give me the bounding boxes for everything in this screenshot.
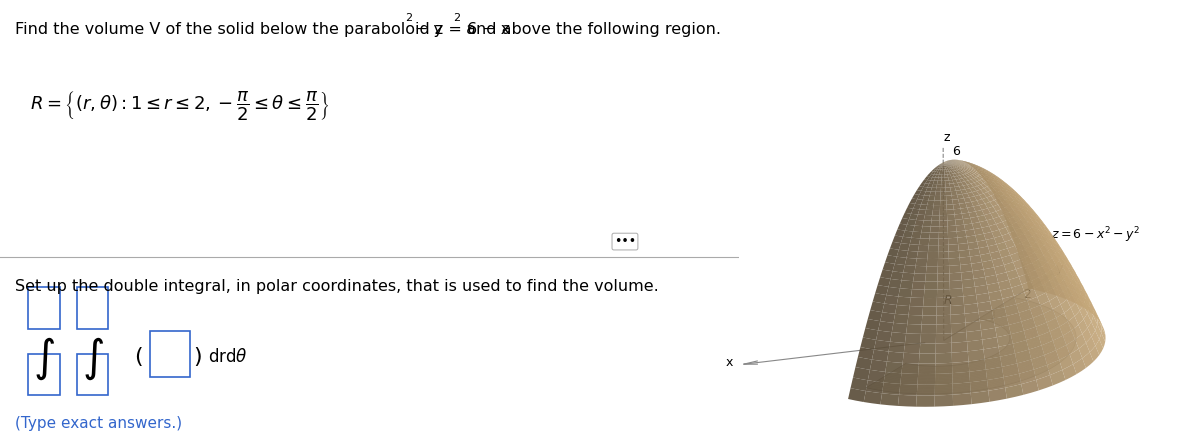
Text: − y: − y (415, 22, 443, 37)
Text: (Type exact answers.): (Type exact answers.) (14, 416, 182, 431)
FancyBboxPatch shape (77, 354, 108, 395)
FancyBboxPatch shape (29, 287, 60, 329)
Text: $\mathrm{drd}\theta$: $\mathrm{drd}\theta$ (209, 348, 248, 365)
Text: and above the following region.: and above the following region. (461, 22, 721, 37)
Text: Set up the double integral, in polar coordinates, that is used to find the volum: Set up the double integral, in polar coo… (14, 279, 659, 294)
Text: $\int$: $\int$ (82, 336, 104, 382)
Text: 2: 2 (454, 13, 461, 23)
FancyBboxPatch shape (77, 287, 108, 329)
Text: $R = \left\{(r,\theta): 1 \leq r \leq 2, -\dfrac{\pi}{2} \leq \theta \leq \dfrac: $R = \left\{(r,\theta): 1 \leq r \leq 2,… (30, 89, 330, 121)
FancyBboxPatch shape (29, 354, 60, 395)
Text: •••: ••• (614, 235, 636, 248)
Text: 2: 2 (406, 13, 413, 23)
Text: $)$: $)$ (193, 345, 202, 368)
Text: Find the volume V of the solid below the paraboloid z = 6 − x: Find the volume V of the solid below the… (14, 22, 510, 37)
Text: $\int$: $\int$ (34, 336, 55, 382)
FancyBboxPatch shape (150, 331, 190, 377)
Text: $($: $($ (134, 345, 143, 368)
